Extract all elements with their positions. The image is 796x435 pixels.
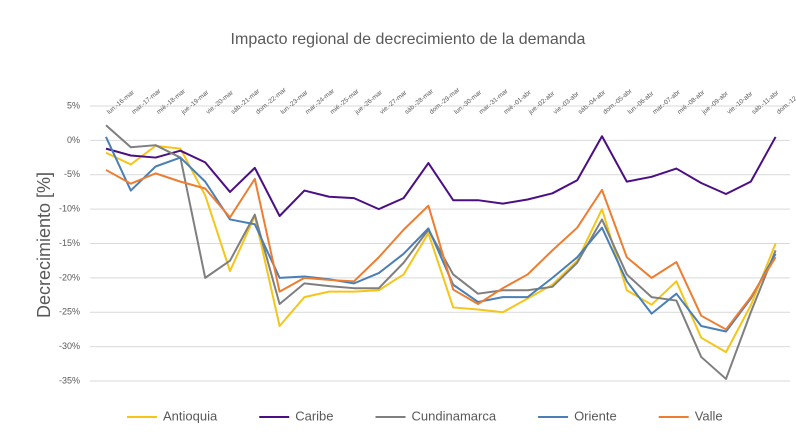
legend-label: Caribe [295,408,333,423]
y-tick-label: -30% [59,341,80,351]
series-line [105,144,777,354]
y-tick-label: -25% [59,307,80,317]
y-tick-label: 5% [67,100,80,110]
series-line [105,136,777,333]
y-tick-label: -20% [59,272,80,282]
y-axis-label: Decrecimiento [%] [34,172,54,318]
y-tick-label: -35% [59,375,80,385]
legend-label: Oriente [574,408,617,423]
y-tick-label: -5% [64,169,80,179]
legend-label: Cundinamarca [412,408,497,423]
y-tick-label: -15% [59,238,80,248]
x-tick-label: vie.-10-abr [726,90,755,116]
chart-title: Impacto regional de decrecimiento de la … [231,31,586,48]
x-tick-label: dom.-12-abr [775,87,796,116]
series-line [105,135,777,217]
legend-label: Valle [695,408,723,423]
y-tick-label: -10% [59,204,80,214]
legend-label: Antioquia [163,408,218,423]
series-line [105,169,777,331]
series-line [105,124,777,380]
y-tick-label: 0% [67,135,80,145]
x-tick-label: vie.-03-abr [552,90,581,116]
